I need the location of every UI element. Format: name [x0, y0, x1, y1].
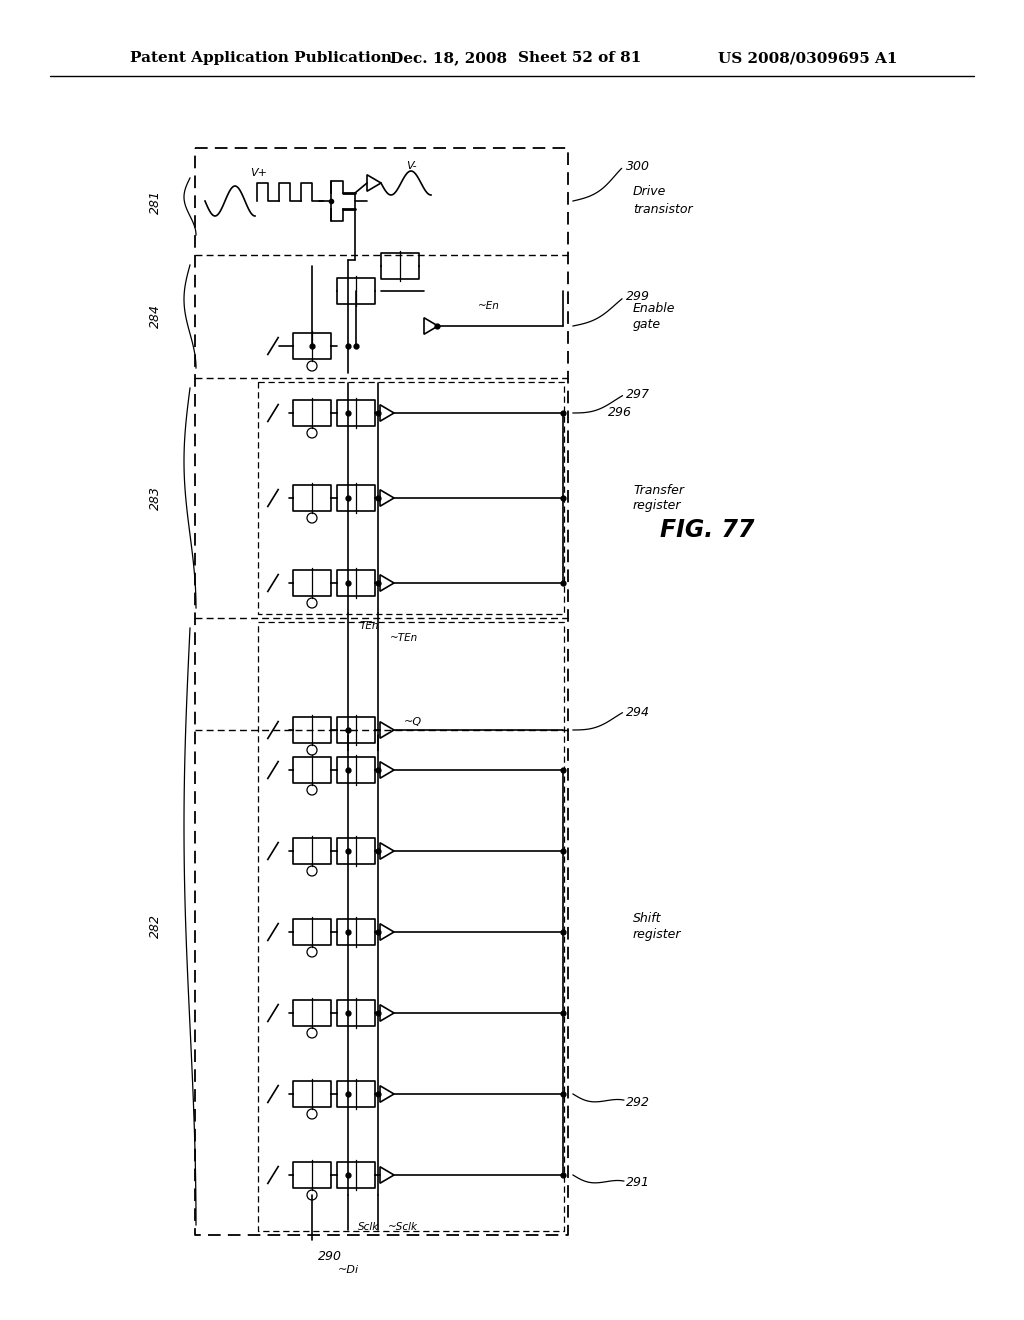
Text: 282: 282 [148, 915, 162, 939]
Text: 300: 300 [626, 160, 650, 173]
Text: TEn: TEn [360, 620, 380, 631]
Text: 297: 297 [626, 388, 650, 401]
Text: Shift: Shift [633, 912, 662, 925]
Text: Patent Application Publication: Patent Application Publication [130, 51, 392, 65]
Text: ~En: ~En [478, 301, 500, 312]
Text: FIG. 77: FIG. 77 [660, 517, 755, 543]
Text: register: register [633, 499, 682, 512]
Text: ~Q: ~Q [404, 717, 422, 727]
Text: US 2008/0309695 A1: US 2008/0309695 A1 [718, 51, 897, 65]
Text: Enable: Enable [633, 302, 676, 315]
Text: 291: 291 [626, 1176, 650, 1189]
Text: Sclk: Sclk [358, 1222, 379, 1232]
Text: register: register [633, 928, 682, 941]
Text: 299: 299 [626, 289, 650, 302]
Text: ~Sclk: ~Sclk [388, 1222, 418, 1232]
Text: Transfer: Transfer [633, 483, 684, 496]
Text: Sheet 52 of 81: Sheet 52 of 81 [518, 51, 641, 65]
Text: Dec. 18, 2008: Dec. 18, 2008 [390, 51, 507, 65]
Text: 292: 292 [626, 1096, 650, 1109]
Text: 294: 294 [626, 705, 650, 718]
Text: transistor: transistor [633, 203, 692, 216]
Text: ~TEn: ~TEn [390, 634, 418, 643]
Text: Drive: Drive [633, 185, 667, 198]
Text: V+: V+ [250, 168, 267, 178]
Text: 284: 284 [148, 305, 162, 329]
Text: 290: 290 [318, 1250, 342, 1263]
Text: V-: V- [406, 161, 417, 172]
Text: 296: 296 [608, 407, 632, 420]
Text: ~Di: ~Di [338, 1265, 359, 1275]
Text: 281: 281 [148, 190, 162, 214]
Text: gate: gate [633, 318, 662, 331]
Text: 283: 283 [148, 486, 162, 510]
